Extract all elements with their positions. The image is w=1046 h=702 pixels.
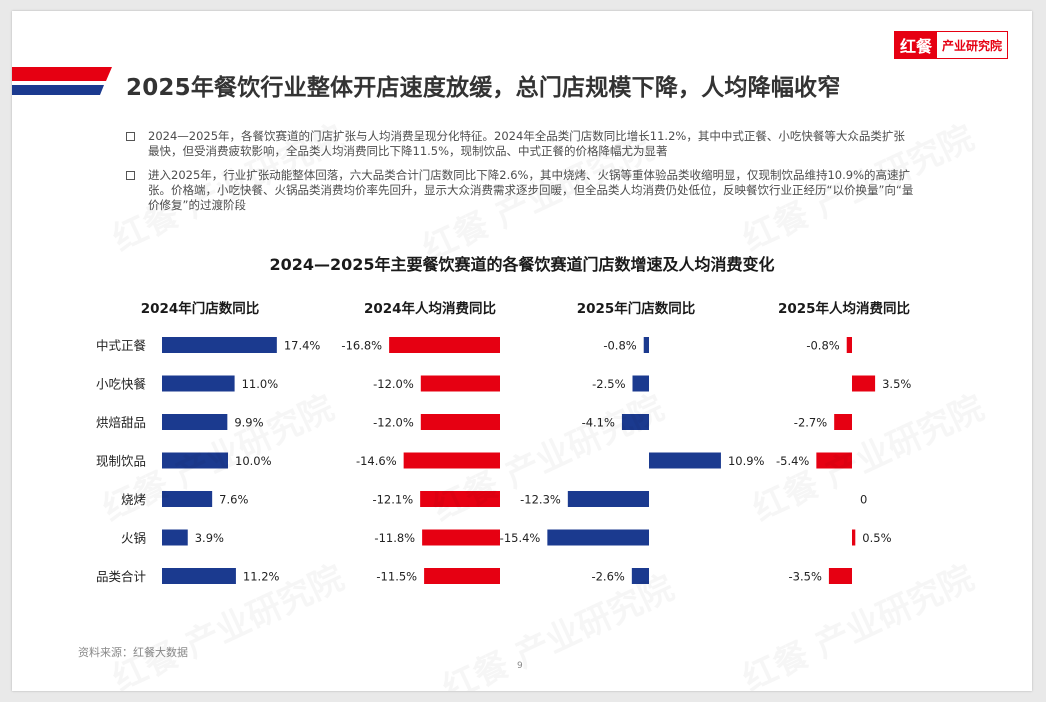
category-label: 小吃快餐 bbox=[96, 377, 147, 392]
bar bbox=[162, 491, 213, 507]
bullet-item: 进入2025年，行业扩张动能整体回落，六大品类合计门店数同比下降2.6%，其中烧… bbox=[126, 168, 916, 213]
bar bbox=[846, 337, 852, 353]
bar bbox=[649, 452, 721, 469]
bar bbox=[420, 491, 500, 507]
square-bullet-icon bbox=[126, 171, 135, 180]
data-label: 0 bbox=[860, 493, 867, 507]
data-label: -2.6% bbox=[591, 570, 624, 584]
data-label: 17.4% bbox=[284, 339, 321, 353]
category-label: 烧烤 bbox=[121, 492, 146, 507]
series-header: 2024年门店数同比 bbox=[141, 300, 260, 317]
data-label: -12.0% bbox=[373, 377, 414, 391]
bar bbox=[162, 337, 277, 353]
logo-text: 产业研究院 bbox=[937, 32, 1008, 58]
data-label: -11.8% bbox=[374, 531, 415, 545]
data-label: -5.4% bbox=[776, 454, 809, 468]
brand-logo: 红餐 产业研究院 bbox=[894, 31, 1009, 59]
bar bbox=[403, 452, 500, 469]
bar bbox=[162, 452, 228, 469]
data-label: -4.1% bbox=[582, 416, 615, 430]
data-label: -16.8% bbox=[341, 339, 382, 353]
data-label: 11.2% bbox=[243, 570, 280, 584]
title-accent-bar bbox=[12, 67, 112, 95]
data-label: 7.6% bbox=[219, 493, 248, 507]
data-label: -12.3% bbox=[520, 493, 561, 507]
bar bbox=[424, 568, 500, 584]
bullet-text: 进入2025年，行业扩张动能整体回落，六大品类合计门店数同比下降2.6%，其中烧… bbox=[148, 168, 914, 212]
data-label: 11.0% bbox=[242, 377, 279, 391]
bar bbox=[162, 529, 188, 546]
bar bbox=[632, 375, 649, 392]
bar bbox=[162, 414, 228, 430]
bar bbox=[834, 414, 852, 430]
data-label: -3.5% bbox=[789, 570, 822, 584]
category-label: 中式正餐 bbox=[96, 338, 147, 353]
bar bbox=[816, 452, 852, 469]
bar bbox=[621, 414, 649, 430]
bar bbox=[420, 375, 500, 392]
data-label: -14.6% bbox=[356, 454, 397, 468]
data-label: 10.9% bbox=[728, 454, 765, 468]
bar bbox=[828, 568, 852, 584]
bar bbox=[631, 568, 649, 584]
data-label: -2.5% bbox=[592, 377, 625, 391]
data-label: -15.4% bbox=[500, 531, 541, 545]
bar bbox=[422, 529, 500, 546]
bullet-text: 2024—2025年，各餐饮赛道的门店扩张与人均消费呈现分化特征。2024年全品… bbox=[148, 129, 905, 158]
data-label: -12.1% bbox=[372, 493, 413, 507]
page-title: 2025年餐饮行业整体开店速度放缓，总门店规模下降，人均降幅收窄 bbox=[126, 75, 841, 101]
data-label: 3.5% bbox=[882, 377, 911, 391]
bar bbox=[547, 529, 649, 546]
category-label: 品类合计 bbox=[96, 569, 146, 584]
bar bbox=[162, 568, 236, 584]
category-label: 烘焙甜品 bbox=[96, 415, 146, 430]
bar bbox=[852, 375, 876, 392]
square-bullet-icon bbox=[126, 132, 135, 141]
data-label: -2.7% bbox=[794, 416, 827, 430]
data-label: -12.0% bbox=[373, 416, 414, 430]
data-label: 9.9% bbox=[234, 416, 263, 430]
data-label: 10.0% bbox=[235, 454, 272, 468]
category-label: 火锅 bbox=[121, 531, 146, 546]
page-number: 9 bbox=[517, 661, 523, 671]
data-label: -0.8% bbox=[603, 339, 636, 353]
bar bbox=[162, 375, 235, 392]
category-label: 现制饮品 bbox=[96, 454, 146, 469]
logo-mark: 红餐 bbox=[895, 32, 938, 58]
series-header: 2025年门店数同比 bbox=[577, 300, 696, 317]
bullet-item: 2024—2025年，各餐饮赛道的门店扩张与人均消费呈现分化特征。2024年全品… bbox=[126, 129, 916, 159]
bar bbox=[567, 491, 649, 507]
bar bbox=[389, 337, 500, 353]
slide: 2025年餐饮行业整体开店速度放缓，总门店规模下降，人均降幅收窄 红餐 产业研究… bbox=[12, 11, 1032, 691]
data-label: -11.5% bbox=[376, 570, 417, 584]
summary-bullets: 2024—2025年，各餐饮赛道的门店扩张与人均消费呈现分化特征。2024年全品… bbox=[126, 129, 916, 222]
source-note: 资料来源：红餐大数据 bbox=[78, 646, 188, 659]
data-label: -0.8% bbox=[806, 339, 839, 353]
bar bbox=[852, 529, 856, 546]
data-label: 3.9% bbox=[195, 531, 224, 545]
bar bbox=[643, 337, 649, 353]
series-header: 2024年人均消费同比 bbox=[364, 300, 496, 317]
chart-title: 2024—2025年主要餐饮赛道的各餐饮赛道门店数增速及人均消费变化 bbox=[269, 255, 775, 274]
data-label: 0.5% bbox=[862, 531, 891, 545]
bar bbox=[420, 414, 500, 430]
series-header: 2025年人均消费同比 bbox=[778, 300, 910, 317]
